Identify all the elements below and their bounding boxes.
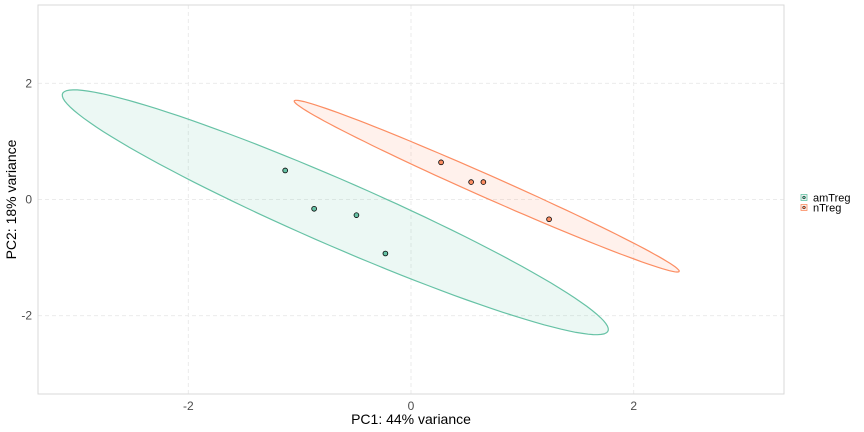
point-nTreg — [480, 179, 487, 185]
point-amTreg — [282, 167, 288, 174]
x-tick-label: 0 — [408, 399, 415, 413]
plot-panel-border — [37, 4, 785, 395]
ellipse-nTreg — [293, 99, 680, 273]
y-tick-label: 2 — [25, 76, 32, 90]
x-tick-label: -2 — [183, 399, 194, 413]
legend-marker-amTreg — [802, 195, 806, 200]
data-points — [282, 159, 552, 257]
tick-labels: -2 0 2 -2 0 2 — [21, 76, 637, 413]
legend-marker-nTreg — [802, 205, 806, 210]
ellipse-amTreg — [61, 89, 609, 336]
point-amTreg — [311, 205, 317, 212]
legend-label-amTreg: amTreg — [813, 193, 851, 205]
point-nTreg — [546, 216, 552, 223]
grid — [38, 5, 784, 394]
y-axis-title: PC2: 18% variance — [3, 139, 19, 259]
point-amTreg — [353, 212, 360, 218]
x-tick-label: 2 — [630, 399, 637, 413]
point-amTreg — [382, 250, 389, 257]
x-axis-title: PC1: 44% variance — [351, 411, 471, 427]
confidence-ellipses — [61, 89, 680, 336]
point-nTreg — [438, 159, 444, 166]
legend-label-nTreg: nTreg — [813, 203, 841, 215]
point-nTreg — [468, 179, 474, 185]
y-tick-label: 0 — [25, 193, 32, 207]
y-tick-label: -2 — [21, 309, 32, 323]
